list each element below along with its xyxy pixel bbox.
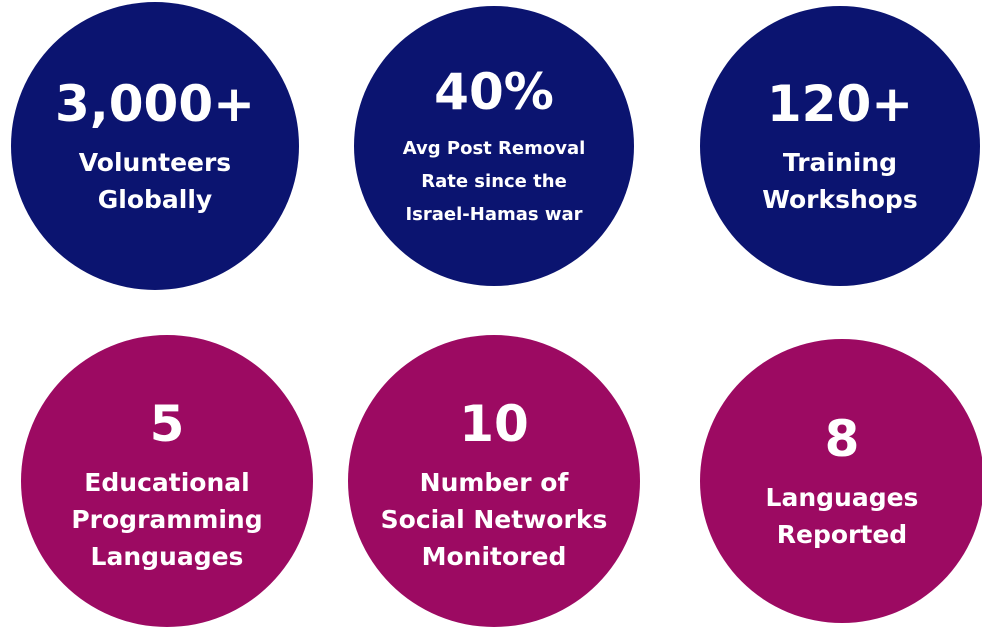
stat-label: Languages — [90, 541, 244, 571]
stat-label: Training — [782, 148, 898, 177]
stat-circle: 5 Educational Programming Languages — [21, 335, 313, 627]
stat-label: Languages — [765, 483, 919, 512]
stat-value: 3,000+ — [54, 75, 256, 133]
stat-circle: 10 Number of Social Networks Monitored — [348, 335, 640, 627]
stat-circle: 3,000+ Volunteers Globally — [11, 2, 299, 290]
stat-label: Workshops — [762, 185, 918, 214]
stat-label: Globally — [97, 185, 213, 214]
stat-label: Rate since the — [421, 170, 567, 192]
stat-value: 5 — [149, 394, 185, 453]
stat-label: Reported — [776, 520, 908, 549]
stat-label: Programming — [71, 504, 263, 534]
stat-value: 120+ — [766, 75, 914, 133]
stat-label: Social Networks — [380, 504, 608, 534]
stat-label: Volunteers — [78, 148, 232, 177]
stat-label: Educational — [84, 467, 250, 497]
stat-value: 8 — [824, 410, 860, 468]
stat-circle: 8 Languages Reported — [700, 339, 982, 623]
stat-circle: 40% Avg Post Removal Rate since the Israel-… — [354, 6, 634, 286]
stat-label: Avg Post Removal — [402, 137, 586, 159]
stat-label: Monitored — [421, 541, 567, 571]
stat-circle: 120+ Training Workshops — [700, 6, 980, 286]
stat-value: 10 — [459, 394, 529, 453]
stat-label: Israel-Hamas war — [405, 203, 583, 225]
stat-value: 40% — [434, 62, 554, 121]
stat-label: Number of — [419, 467, 569, 497]
